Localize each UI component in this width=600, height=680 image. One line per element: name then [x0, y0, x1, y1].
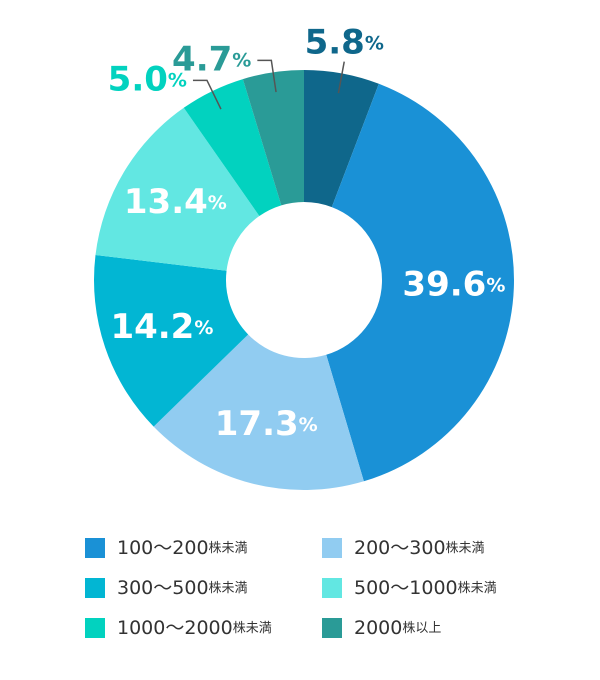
value-label: 4.7%	[172, 39, 251, 79]
donut-segment	[326, 83, 515, 482]
value-label: 39.6%	[402, 264, 505, 304]
donut-segment	[304, 70, 379, 208]
legend-swatch	[85, 578, 105, 598]
legend-swatch	[322, 538, 342, 558]
leader-line	[257, 59, 277, 93]
donut-segment	[94, 254, 249, 427]
leader-line	[192, 79, 222, 110]
legend-swatch	[85, 618, 105, 638]
legend-swatch	[322, 618, 342, 638]
donut-segment	[95, 107, 260, 271]
donut-segment	[242, 70, 304, 206]
legend-label: 100〜200株未満	[117, 537, 248, 559]
legend-label: 1000〜2000株未満	[117, 617, 272, 639]
legend-swatch	[85, 538, 105, 558]
value-label: 5.0%	[108, 59, 187, 99]
legend-label: 200〜300株未満	[354, 537, 485, 559]
legend-swatch	[322, 578, 342, 598]
legend-label: 2000株以上	[354, 617, 441, 639]
legend-label: 500〜1000株未満	[354, 577, 497, 599]
donut-segment	[153, 334, 364, 491]
value-label: 13.4%	[124, 181, 227, 221]
value-label: 17.3%	[215, 404, 318, 444]
donut-segment	[183, 79, 282, 217]
value-label: 5.8%	[305, 22, 384, 62]
value-label: 14.2%	[110, 307, 213, 347]
legend-label: 300〜500株未満	[117, 577, 248, 599]
leader-line	[337, 61, 345, 94]
